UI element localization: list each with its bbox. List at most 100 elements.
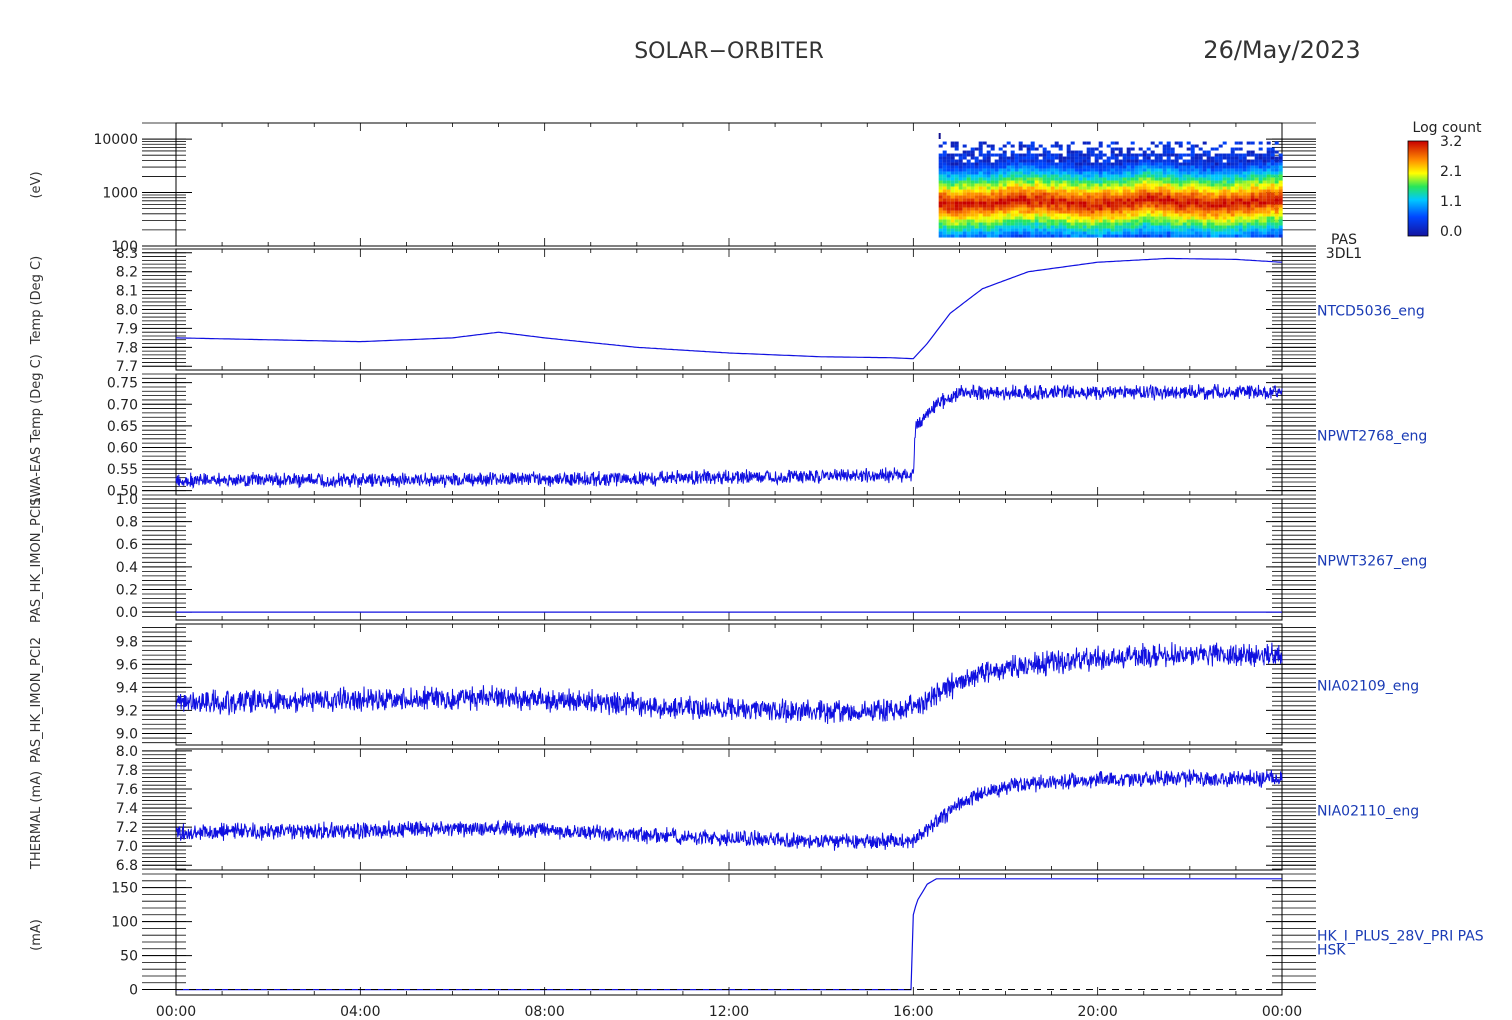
spectrogram-cell: [982, 168, 987, 172]
spectrogram-cell: [966, 177, 971, 181]
spectrogram-cell: [1254, 219, 1259, 223]
spectrogram-cell: [1030, 183, 1035, 187]
spectrogram-cell: [938, 222, 943, 226]
spectrogram-cell: [1098, 198, 1103, 202]
spectrogram-cell: [1134, 168, 1139, 172]
spectrogram-cell: [1050, 213, 1055, 217]
spectrogram-cell: [994, 177, 999, 181]
spectrogram-cell: [986, 204, 991, 208]
spectrogram-cell: [990, 225, 995, 229]
spectrogram-cell: [942, 177, 947, 181]
spectrogram-cell: [1250, 183, 1255, 187]
spectrogram-cell: [1030, 156, 1035, 160]
spectrogram-cell: [1106, 225, 1111, 229]
y-tick-label: 8.0: [116, 303, 138, 319]
spectrogram-cell: [1090, 231, 1095, 235]
spectrogram-cell: [998, 192, 1003, 196]
spectrogram-cell: [1062, 201, 1067, 205]
spectrogram-cell: [990, 168, 995, 172]
spectrogram-cell: [1110, 213, 1115, 217]
spectrogram-cell: [982, 177, 987, 181]
spectrogram-cell: [1162, 183, 1167, 187]
spectrogram-cell: [1210, 207, 1215, 211]
spectrogram-cell: [1206, 195, 1211, 199]
spectrogram-cell: [1254, 195, 1259, 199]
spectrogram-cell: [1262, 204, 1267, 208]
spectrogram-cell: [1266, 231, 1271, 235]
spectrogram-cell: [1186, 186, 1191, 190]
spectrogram-cell: [1098, 192, 1103, 196]
spectrogram-cell: [1274, 186, 1279, 190]
spectrogram-cell: [1218, 216, 1223, 220]
spectrogram-cell: [1270, 183, 1275, 187]
spectrogram-cell: [1114, 216, 1119, 220]
spectrogram-cell: [1002, 222, 1007, 226]
spectrogram-cell: [946, 153, 951, 157]
spectrogram-cell: [958, 177, 963, 181]
spectrogram-cell: [1070, 174, 1075, 178]
spectrogram-cell: [1146, 234, 1151, 238]
spectrogram-cell: [1030, 213, 1035, 217]
spectrogram-cell: [1154, 204, 1159, 208]
spectrogram-cell: [1250, 219, 1255, 223]
spectrogram-cell: [990, 180, 995, 184]
spectrogram-cell: [1182, 171, 1187, 175]
spectrogram-cell: [1178, 141, 1183, 145]
spectrogram-cell: [982, 183, 987, 187]
spectrogram-cell: [1278, 219, 1283, 223]
spectrogram-cell: [1106, 195, 1111, 199]
spectrogram-cell: [1018, 207, 1023, 211]
spectrogram-cell: [1258, 168, 1263, 172]
spectrogram-cell: [1046, 231, 1051, 235]
spectrogram-cell: [1198, 204, 1203, 208]
spectrogram-cell: [942, 189, 947, 193]
spectrogram-cell: [1158, 198, 1163, 202]
spectrogram-cell: [1270, 219, 1275, 223]
y-tick-label: 6.8: [116, 858, 138, 874]
spectrogram-cell: [1266, 156, 1271, 160]
spectrogram-cell: [962, 162, 967, 166]
spectrogram-cell: [974, 222, 979, 226]
spectrogram-cell: [962, 219, 967, 223]
spectrogram-cell: [1270, 195, 1275, 199]
x-tick-label: 12:00: [709, 1004, 749, 1020]
spectrogram-cell: [1146, 159, 1151, 163]
spectrogram-cell: [1238, 222, 1243, 226]
spectrogram-cell: [1238, 207, 1243, 211]
spectrogram-cell: [1182, 162, 1187, 166]
spectrogram-cell: [1010, 180, 1015, 184]
spectrogram-cell: [1102, 198, 1107, 202]
spectrogram-cell: [990, 174, 995, 178]
spectrogram-cell: [1086, 201, 1091, 205]
spectrogram-cell: [1126, 168, 1131, 172]
spectrogram-cell: [962, 183, 967, 187]
spectrogram-cell: [1014, 192, 1019, 196]
spectrogram-cell: [1134, 225, 1139, 229]
spectrogram-cell: [1138, 219, 1143, 223]
spectrogram-cell: [1022, 225, 1027, 229]
spectrogram-cell: [1258, 207, 1263, 211]
spectrogram-cell: [962, 180, 967, 184]
spectrogram-cell: [1074, 201, 1079, 205]
spectrogram-cell: [970, 231, 975, 235]
spectrogram-cell: [1014, 168, 1019, 172]
spectrogram-cell: [1050, 231, 1055, 235]
spectrogram-cell: [1022, 144, 1027, 148]
spectrogram-cell: [1066, 156, 1071, 160]
spectrogram-cell: [966, 195, 971, 199]
spectrogram-cell: [1038, 171, 1043, 175]
spectrogram-cell: [1058, 219, 1063, 223]
spectrogram-cell: [938, 219, 943, 223]
spectrogram-cell: [1010, 177, 1015, 181]
spectrogram-cell: [1206, 225, 1211, 229]
spectrogram-cell: [982, 186, 987, 190]
spectrogram-cell: [1146, 156, 1151, 160]
spectrogram-cell: [1174, 174, 1179, 178]
spectrogram-cell: [1250, 234, 1255, 238]
spectrogram-cell: [1214, 210, 1219, 214]
spectrogram-cell: [1130, 195, 1135, 199]
spectrogram-cell: [950, 144, 955, 148]
x-tick-label: 04:00: [340, 1004, 380, 1020]
spectrogram-cell: [1070, 165, 1075, 169]
spectrogram-cell: [1210, 171, 1215, 175]
